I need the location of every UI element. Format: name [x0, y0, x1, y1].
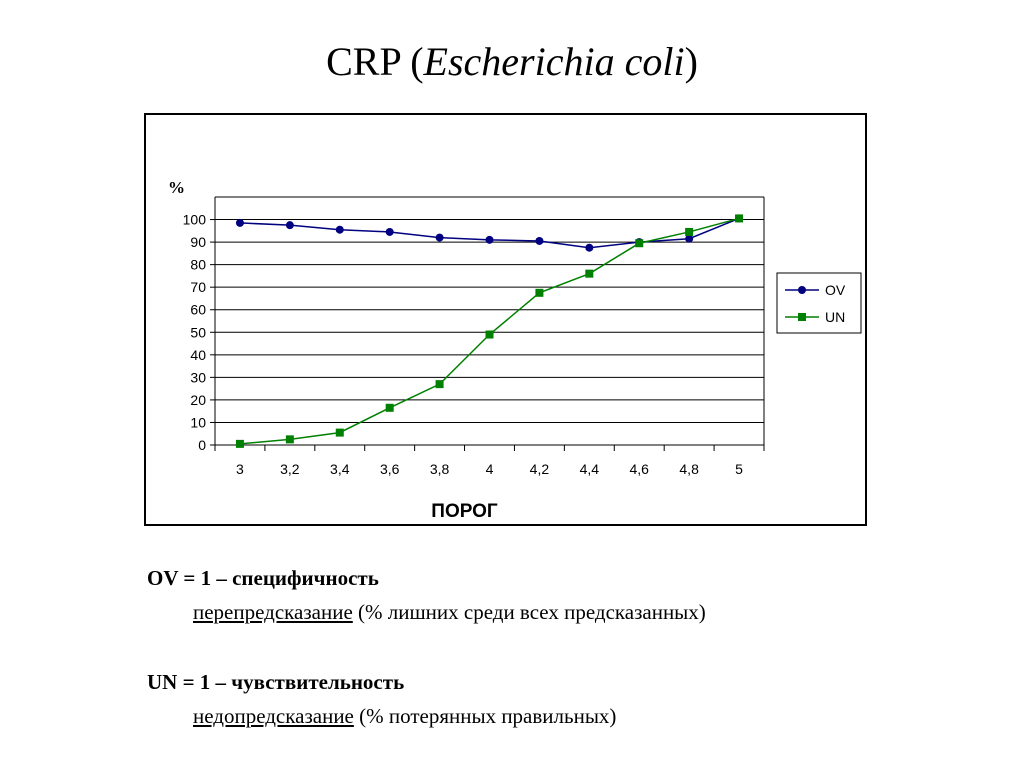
legend-label-ov: OV	[825, 282, 846, 298]
legend-marker-ov	[798, 286, 806, 294]
point-un	[735, 214, 744, 223]
point-un	[635, 239, 644, 248]
point-un	[285, 435, 294, 444]
x-axis-title: ПОРОГ	[431, 501, 498, 522]
title-suffix: )	[684, 39, 698, 84]
x-tick-label: 3,4	[330, 461, 350, 477]
point-un	[585, 269, 594, 278]
title-organism: Escherichia coli	[423, 39, 685, 84]
point-ov	[385, 227, 394, 236]
x-tick-label: 3	[236, 461, 244, 477]
point-un	[485, 330, 494, 339]
point-ov	[435, 233, 444, 242]
y-tick-label: 60	[190, 302, 206, 318]
x-tick-label: 3,2	[280, 461, 300, 477]
ov-term: перепредсказание	[193, 600, 353, 624]
ov-explanation: перепредсказание (% лишних среди всех пр…	[147, 600, 706, 625]
point-ov	[235, 218, 244, 227]
y-tick-label: 80	[190, 257, 206, 273]
point-un	[385, 403, 394, 412]
slide-title: CRP (Escherichia coli)	[0, 38, 1024, 85]
point-un	[335, 428, 344, 437]
chart-frame: 0 10 20 30 40 50 60 70 80 90 100 3 3,2 3,4 3,6 3,8 4 4,2 4…	[144, 113, 867, 526]
ov-formula: OV = 1 – специфичность	[147, 566, 379, 590]
x-tick-label: 4,2	[530, 461, 550, 477]
x-tick-label: 3,6	[380, 461, 400, 477]
legend-label-un: UN	[825, 309, 845, 325]
point-ov	[335, 225, 344, 234]
y-tick-label: 20	[190, 392, 206, 408]
y-tick-label: 100	[183, 212, 207, 228]
point-un	[435, 380, 444, 389]
y-tick-label: 30	[190, 369, 206, 385]
point-ov	[585, 243, 594, 252]
y-tick-label: 10	[190, 414, 206, 430]
un-explanation: недопредсказание (% потерянных правильны…	[147, 704, 616, 729]
line-chart: 0 10 20 30 40 50 60 70 80 90 100 3 3,2 3,4 3,6 3,8 4 4,2 4…	[168, 178, 862, 522]
y-tick-label: 50	[190, 324, 206, 340]
y-tick-label: 40	[190, 347, 206, 363]
un-definition: UN = 1 – чувствительность	[147, 670, 404, 695]
point-ov	[685, 234, 694, 243]
x-tick-label: 4,4	[580, 461, 600, 477]
title-prefix: CRP (	[326, 39, 424, 84]
ov-description: (% лишних среди всех предсказанных)	[352, 600, 706, 624]
x-tick-label: 3,8	[430, 461, 450, 477]
point-un	[535, 288, 544, 297]
y-tick-label: 90	[190, 234, 206, 250]
x-tick-label: 4	[486, 461, 494, 477]
x-tick-label: 5	[735, 461, 743, 477]
y-tick-label: 0	[198, 437, 206, 453]
point-ov	[485, 235, 494, 244]
point-ov	[535, 236, 544, 245]
legend-marker-un	[798, 313, 806, 321]
un-term: недопредсказание	[193, 704, 354, 728]
un-formula: UN = 1 – чувствительность	[147, 670, 405, 694]
ov-definition: OV = 1 – специфичность	[147, 566, 379, 591]
point-un	[235, 439, 244, 448]
x-tick-label: 4,8	[679, 461, 699, 477]
y-axis-title: %	[168, 178, 185, 197]
x-tick-label: 4,6	[629, 461, 649, 477]
y-tick-label: 70	[190, 279, 206, 295]
point-un	[685, 227, 694, 236]
un-description: (% потерянных правильных)	[353, 704, 617, 728]
point-ov	[285, 221, 294, 230]
legend-box	[776, 272, 862, 334]
